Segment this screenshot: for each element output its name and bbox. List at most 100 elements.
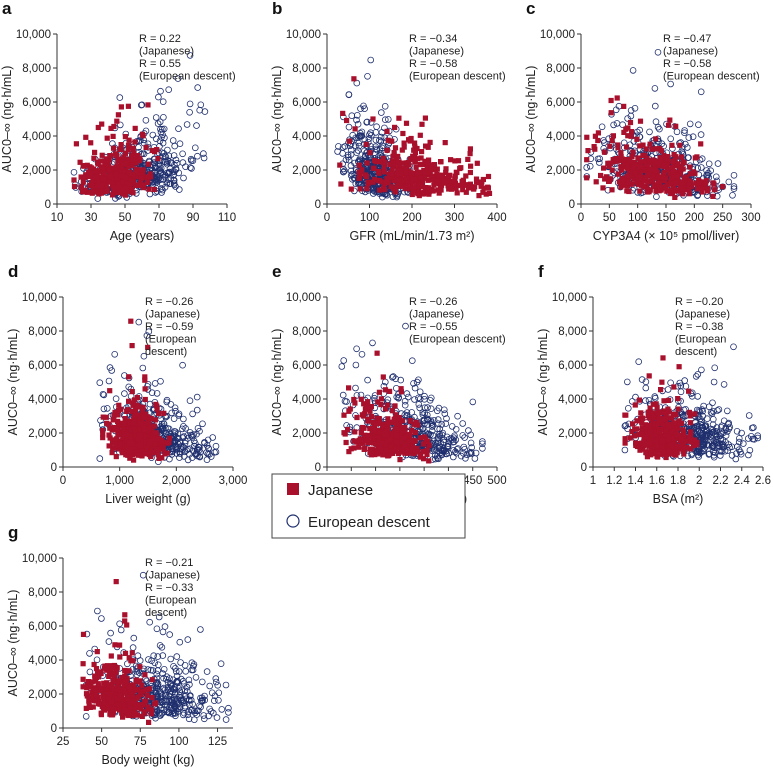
point-european [379,142,386,150]
point-european [724,428,731,435]
point-japanese [663,454,669,461]
point-european [168,409,175,417]
y-tick-label: 10,000 [540,29,575,41]
point-european [631,105,639,112]
point-european [747,433,755,440]
point-european [146,400,154,408]
point-european [364,376,371,384]
point-japanese [454,182,460,188]
point-european [154,120,162,127]
point-japanese [671,412,677,418]
point-japanese [647,187,653,193]
point-japanese [424,164,430,170]
point-japanese [97,169,103,175]
point-japanese [372,157,378,164]
point-european [734,443,741,450]
point-japanese [653,401,659,407]
point-european [415,394,422,402]
point-japanese [460,187,466,193]
point-european [746,447,754,454]
point-japanese [694,442,700,448]
point-european [416,388,424,396]
point-japanese [348,446,354,452]
point-japanese [656,428,662,434]
point-european [176,450,184,457]
point-japanese [679,420,685,426]
point-european [348,112,356,119]
point-japanese [647,141,653,147]
point-european [154,653,162,660]
point-european [340,165,347,173]
point-japanese [404,161,410,167]
point-japanese [113,171,119,177]
point-european [436,430,443,438]
point-european [401,397,409,405]
point-european [355,139,362,147]
point-european [467,431,475,439]
point-japanese [127,453,133,459]
point-japanese [378,402,384,408]
point-european [372,143,379,150]
point-japanese [397,457,403,463]
point-japanese [647,429,654,435]
point-japanese [153,430,159,436]
point-european [697,131,705,138]
point-japanese [373,421,379,427]
point-european [667,80,674,88]
point-european [381,116,389,123]
point-european [372,136,380,144]
point-european [218,706,226,713]
y-tick-label: 10,000 [552,292,587,304]
point-european [681,127,688,134]
point-japanese [389,170,395,177]
y-tick-label: 6,000 [22,97,51,109]
point-japanese [408,170,414,176]
point-japanese [667,170,673,176]
point-european [157,378,164,385]
point-japanese [111,176,117,182]
point-japanese [647,158,653,164]
point-european [358,128,366,136]
point-japanese [442,140,448,146]
point-european [705,403,713,411]
point-japanese [710,180,716,186]
point-european [429,422,437,429]
point-japanese [431,182,437,188]
correlation-annotation: R = −0.59 [145,321,193,333]
y-tick-label: 8,000 [22,63,51,75]
point-japanese [607,143,613,149]
point-japanese [410,187,417,193]
point-japanese [399,147,405,153]
point-european [171,142,178,150]
point-japanese [141,415,148,421]
point-japanese [661,156,668,162]
point-japanese [419,183,425,190]
point-japanese [146,186,152,192]
point-japanese [340,110,346,116]
y-tick-label: 6,000 [558,360,587,372]
point-japanese [618,154,624,160]
point-european [680,413,687,421]
point-japanese [147,447,153,453]
point-japanese [115,163,121,169]
point-japanese [130,171,136,177]
y-axis-label: AUC0–∞ (ng·h/mL) [536,329,550,436]
point-japanese [100,187,106,193]
point-japanese [672,194,678,200]
point-japanese [121,443,127,449]
point-european [722,432,730,439]
point-japanese [669,142,675,148]
point-japanese [443,166,449,172]
point-japanese [147,171,153,177]
point-european [450,447,457,454]
point-japanese [409,438,415,444]
point-japanese [687,413,693,419]
point-european [192,144,199,152]
point-japanese [126,439,132,445]
point-japanese [467,151,473,157]
point-japanese [703,178,710,184]
point-japanese [357,186,363,192]
x-tick-label: 110 [218,212,236,224]
point-japanese [458,182,464,189]
point-japanese [343,439,349,446]
